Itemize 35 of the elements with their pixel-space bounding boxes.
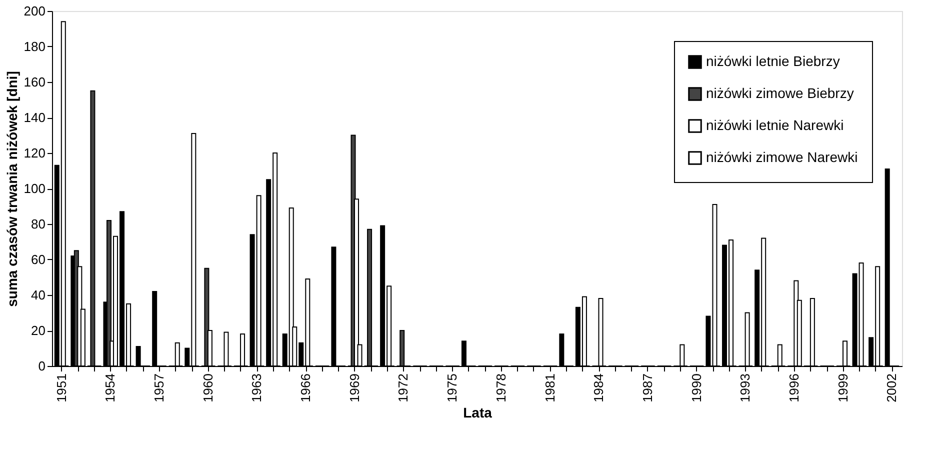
y-tick-label: 0 [38, 358, 46, 374]
y-tick-label: 40 [31, 288, 46, 302]
x-tick-label: 1963 [249, 374, 264, 402]
x-tick-label: 1993 [738, 374, 753, 402]
x-tick-label: 1954 [102, 374, 118, 402]
x-tick-label: 1969 [346, 374, 362, 402]
legend-label: niżówki zimowe Biebrzy [706, 85, 854, 101]
x-tick-label: 1981 [542, 374, 558, 402]
x-tick-label: 1978 [493, 374, 508, 402]
y-tick-label: 60 [31, 252, 46, 267]
x-tick-label: 1984 [591, 374, 606, 402]
y-tick-label: 80 [31, 216, 46, 232]
legend-label: niżówki zimowe Narewki [706, 149, 858, 165]
x-axis-title: Lata [463, 404, 492, 420]
x-tick-label: 1975 [444, 374, 460, 402]
x-tick-label: 1951 [54, 374, 69, 402]
x-tick-label: 1999 [835, 374, 850, 402]
y-tick-label: 100 [24, 181, 46, 196]
y-tick-label: 20 [31, 323, 46, 338]
y-tick-label: 140 [24, 110, 46, 125]
y-axis-title: suma czasów trwania niżówek [dni] [4, 71, 20, 307]
y-tick-label: 160 [24, 74, 46, 90]
y-tick-label: 180 [24, 39, 46, 54]
legend-label: niżówki letnie Biebrzy [706, 53, 840, 69]
x-tick-label: 1966 [298, 374, 314, 402]
y-tick-label: 200 [24, 4, 46, 18]
x-tick-label: 1957 [151, 374, 166, 402]
y-tick-label: 120 [24, 146, 46, 160]
x-tick-label: 1990 [688, 374, 704, 402]
x-tick-label: 1987 [640, 374, 655, 402]
legend-label: niżówki letnie Narewki [706, 117, 844, 133]
x-tick-label: 1960 [200, 374, 216, 402]
x-tick-label: 2002 [884, 374, 900, 402]
x-tick-label: 1996 [786, 374, 802, 402]
x-tick-label: 1972 [396, 374, 411, 402]
